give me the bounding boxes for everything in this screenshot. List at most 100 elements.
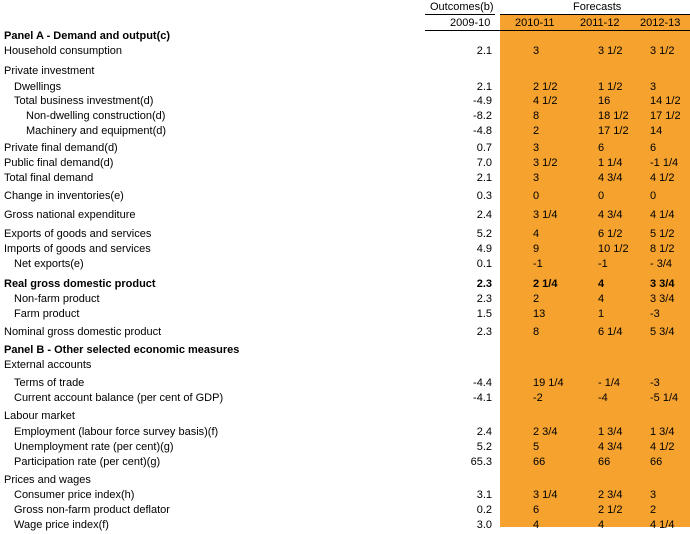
forecast-cell: 19 1/4	[533, 377, 564, 389]
outcome-cell: 2.3	[476, 278, 492, 290]
panel-heading-row: Panel A - Demand and output(c)	[0, 28, 690, 45]
table-row: Non-dwelling construction(d) -8.2 8 18 1/2 1…	[0, 108, 690, 125]
table-row: Exports of goods and services 5.2 4 6 1/2 5 …	[0, 226, 690, 243]
forecast-cell: 3 1/2	[533, 157, 558, 169]
table-row: Machinery and equipment(d) -4.8 2 17 1/2 14	[0, 123, 690, 140]
forecast-cell: 2 3/4	[598, 489, 623, 501]
outcomes-header-rule	[425, 14, 495, 15]
forecast-cell: 4 3/4	[598, 209, 623, 221]
forecast-cell: 4 1/4	[650, 519, 675, 531]
forecasts-header: Forecasts	[573, 1, 622, 13]
section-heading-row: Private investment	[0, 63, 690, 80]
forecast-cell: 2 1/2	[533, 81, 558, 93]
forecast-cell: 4	[598, 519, 605, 531]
forecast-cell: 4	[598, 278, 605, 290]
year-header-2010-11: 2010-11	[515, 17, 555, 29]
forecast-cell: -5 1/4	[650, 392, 679, 404]
row-label: Labour market	[4, 410, 75, 422]
forecast-cell: 3 3/4	[650, 278, 675, 290]
outcome-cell: 3.1	[476, 489, 492, 501]
forecast-cell: 66	[650, 456, 663, 468]
forecast-cell: - 3/4	[650, 258, 673, 270]
forecast-cell: 66	[598, 456, 611, 468]
forecast-cell: -1	[533, 258, 543, 270]
forecast-cell: 8 1/2	[650, 243, 675, 255]
forecast-cell: -1	[598, 258, 608, 270]
forecast-cell: 2 1/4	[533, 278, 558, 290]
row-label: Participation rate (per cent)(g)	[14, 456, 161, 468]
forecast-highlight-band	[500, 15, 690, 527]
section-heading-row: External accounts	[0, 357, 690, 374]
forecast-cell: 4	[533, 228, 540, 240]
forecast-cell: 3	[533, 142, 540, 154]
row-label: Gross national expenditure	[4, 209, 136, 221]
outcome-cell: 5.2	[476, 441, 492, 453]
forecast-cell: 66	[533, 456, 546, 468]
forecast-cell: 4	[598, 293, 605, 305]
forecast-cell: -4	[598, 392, 608, 404]
outcome-cell: 7.0	[476, 157, 492, 169]
forecast-cell: 0	[598, 190, 605, 202]
forecast-cell: 3	[533, 45, 540, 57]
row-label: Imports of goods and services	[4, 243, 151, 255]
row-label: Terms of trade	[14, 377, 85, 389]
forecast-cell: 8	[533, 110, 540, 122]
forecast-cell: 3	[533, 172, 540, 184]
outcome-cell: 4.9	[476, 243, 492, 255]
forecast-cell: 6	[533, 504, 540, 516]
row-label: Gross non-farm product deflator	[14, 504, 170, 516]
row-label: Dwellings	[14, 81, 62, 93]
table-row: Net exports(e) 0.1 -1 -1 - 3/4	[0, 256, 690, 273]
section-heading-row: Prices and wages	[0, 472, 690, 489]
row-label: Prices and wages	[4, 474, 91, 486]
table-row: Dwellings 2.1 2 1/2 1 1/2 3	[0, 79, 690, 96]
forecast-cell: 3 1/2	[598, 45, 623, 57]
table-row: Employment (labour force survey basis)(f…	[0, 424, 690, 441]
forecast-cell: 2 3/4	[533, 426, 558, 438]
outcome-cell: 0.1	[476, 258, 492, 270]
row-label: Non-farm product	[14, 293, 100, 305]
forecast-cell: 16	[598, 95, 611, 107]
forecast-cell: 10 1/2	[598, 243, 629, 255]
header-bottom-rule	[425, 30, 690, 31]
outcome-cell: 3.0	[476, 519, 492, 531]
outcome-cell: 1.5	[476, 308, 492, 320]
forecast-cell: -3	[650, 308, 660, 320]
table-row: Public final demand(d) 7.0 3 1/2 1 1/4 -1 1/…	[0, 155, 690, 172]
forecast-cell: 2	[533, 293, 540, 305]
forecast-cell: 3 1/4	[533, 489, 558, 501]
forecast-cell: 8	[533, 326, 540, 338]
table-row: Private final demand(d) 0.7 3 6 6	[0, 140, 690, 157]
row-label: Exports of goods and services	[4, 228, 152, 240]
table-row: Gross national expenditure 2.4 3 1/4 4 3/4 4…	[0, 207, 690, 224]
table-row: Real gross domestic product 2.3 2 1/4 4 3 3/…	[0, 276, 690, 293]
row-label: Public final demand(d)	[4, 157, 114, 169]
forecast-cell: 0	[533, 190, 540, 202]
row-label: Panel B - Other selected economic measur…	[4, 344, 240, 356]
row-label: Change in inventories(e)	[4, 190, 124, 202]
forecast-cell: 2 1/2	[598, 504, 623, 516]
year-header-2011-12: 2011-12	[580, 17, 620, 29]
row-label: Wage price index(f)	[14, 519, 109, 531]
row-label: Non-dwelling construction(d)	[26, 110, 166, 122]
forecast-cell: 1 1/2	[598, 81, 623, 93]
forecast-cell: 2	[533, 125, 540, 137]
outcome-cell: 2.1	[476, 172, 492, 184]
forecast-cell: 4 3/4	[598, 172, 623, 184]
forecast-cell: 3	[650, 81, 657, 93]
row-label: Nominal gross domestic product	[4, 326, 162, 338]
outcome-cell: 65.3	[470, 456, 492, 468]
table-row: Gross non-farm product deflator 0.2 6 2 1/2…	[0, 502, 690, 519]
row-label: Farm product	[14, 308, 80, 320]
forecast-cell: 9	[533, 243, 540, 255]
table-row: Total final demand 2.1 3 4 3/4 4 1/2	[0, 170, 690, 187]
forecast-cell: 5	[533, 441, 540, 453]
outcome-cell: 0.3	[476, 190, 492, 202]
row-label: Current account balance (per cent of GDP…	[14, 392, 224, 404]
outcome-cell: -4.4	[473, 377, 492, 389]
outcome-cell: 2.3	[476, 326, 492, 338]
table-row: Imports of goods and services 4.9 9 10 1/2 8…	[0, 241, 690, 258]
forecast-cell: 3 1/4	[533, 209, 558, 221]
outcome-cell: 5.2	[476, 228, 492, 240]
